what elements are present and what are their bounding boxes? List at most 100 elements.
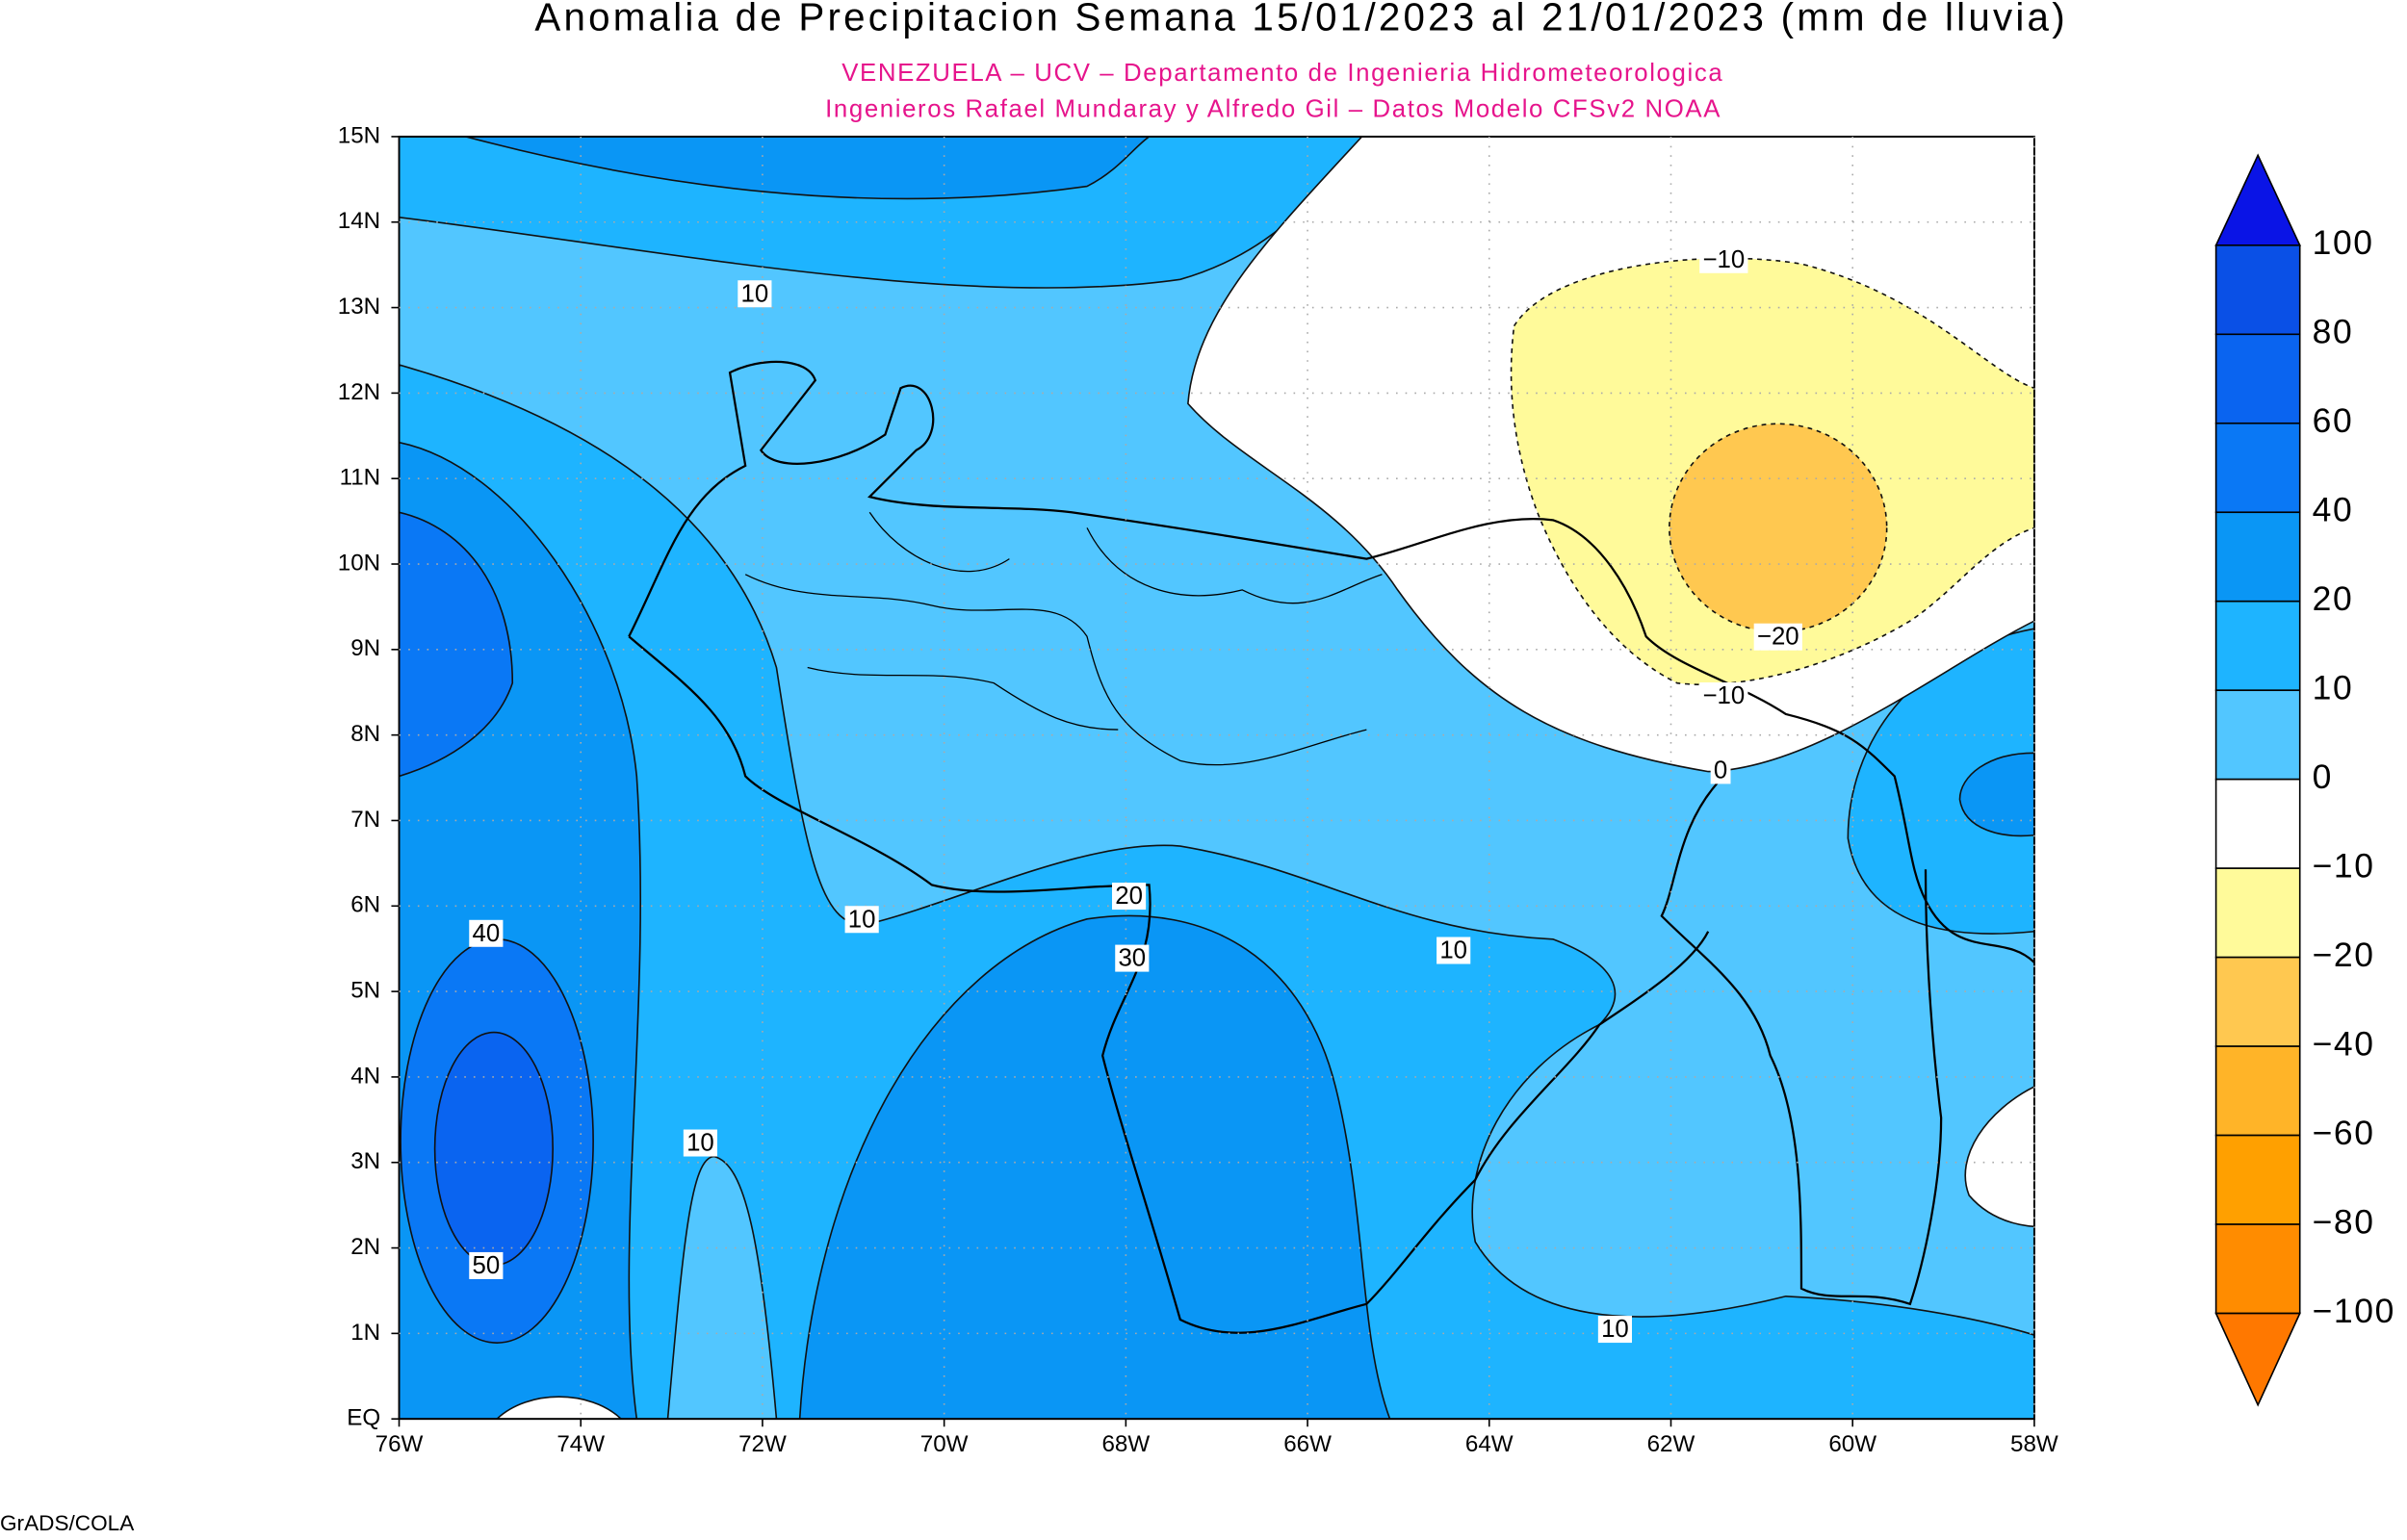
colorbar-cap: [2214, 153, 2301, 246]
contour-label: 10: [1439, 937, 1467, 964]
contour-label-bg: [844, 906, 879, 934]
contour-label: 50: [472, 1252, 500, 1279]
subtitle: VENEZUELA – UCV – Departamento de Ingeni…: [841, 60, 1723, 87]
contour-label-bg: [1753, 623, 1802, 651]
lat-label: 12N: [338, 379, 380, 405]
contour-label: −10: [1702, 682, 1745, 709]
colorbar-band: [2214, 689, 2301, 781]
lon-label: 74W: [556, 1431, 605, 1457]
contour-label-bg: [1436, 937, 1471, 964]
colorbar-label: −80: [2313, 1202, 2375, 1241]
lat-label: 9N: [350, 635, 380, 661]
lat-label: 5N: [350, 977, 380, 1003]
contour-label-bg: [1699, 682, 1748, 710]
contour-label: 10: [848, 906, 876, 933]
lon-label: 62W: [1647, 1431, 1695, 1457]
colorbar-band: [2214, 422, 2301, 514]
lat-label: 4N: [350, 1063, 380, 1089]
colorbar-band: [2214, 244, 2301, 336]
lon-label: 76W: [375, 1431, 424, 1457]
labels: 15N 14N 13N 12N 11N 10N 9N 8N 7N 6N 5N 4N 3N 2N 1N EQ76…: [338, 122, 2058, 1457]
colorbar-band: [2214, 333, 2301, 424]
colorbar-label: 20: [2313, 579, 2354, 618]
lat-label: 7N: [350, 807, 380, 833]
contour-label-bg: [1112, 883, 1147, 911]
contour-area: [798, 914, 1391, 1420]
state-border: [744, 511, 1383, 766]
lat-label: 2N: [350, 1234, 380, 1260]
lon-label: 64W: [1465, 1431, 1514, 1457]
lon-label: 70W: [920, 1431, 969, 1457]
lon-label: 66W: [1283, 1431, 1332, 1457]
contour-label: 10: [1601, 1316, 1629, 1343]
colorbar-label: 0: [2313, 757, 2333, 796]
lat-label: 10N: [338, 550, 380, 576]
map-frame: [398, 135, 2035, 1421]
contour-label: 20: [1115, 883, 1143, 910]
contour-area: [666, 1155, 778, 1420]
lon-label: 68W: [1101, 1431, 1150, 1457]
contour-area: [1958, 752, 2034, 837]
contour-label: 0: [1714, 757, 1727, 783]
colorbar-band: [2214, 1223, 2301, 1315]
contour-label: −20: [1757, 624, 1799, 651]
contour-area: [495, 1396, 623, 1420]
contour-label-bg: [1597, 1316, 1632, 1344]
colorbar-band: [2214, 1134, 2301, 1225]
colorbar-cap: [2214, 1312, 2301, 1407]
contour-label-bg: [683, 1129, 717, 1157]
country-border: [628, 360, 2034, 1334]
contour-area: [399, 364, 2034, 1420]
contour-area: [1669, 423, 1888, 633]
lon-label: 72W: [738, 1431, 787, 1457]
colorbar-label: −40: [2313, 1024, 2375, 1063]
colorbar-label: −10: [2313, 847, 2375, 886]
lat-label: 6N: [350, 892, 380, 918]
contour-label-bg: [1710, 757, 1731, 784]
lon-label: 58W: [2010, 1431, 2058, 1457]
contour-label-bg: [469, 1251, 504, 1279]
contour-label: 30: [1118, 945, 1146, 972]
contour-label-bg: [1115, 944, 1150, 972]
contour-label: 10: [741, 280, 769, 307]
colorbar-label: 60: [2313, 401, 2354, 440]
title: Anomalia de Precipitacion Semana 15/01/2…: [534, 0, 2068, 39]
subtitle: Ingenieros Rafael Mundaray y Alfredo Gil…: [825, 95, 1721, 122]
colorbar-band: [2214, 511, 2301, 603]
lat-label: 8N: [350, 721, 380, 747]
colorbar-band: [2214, 1045, 2301, 1137]
colorbar-band: [2214, 867, 2301, 959]
colorbar-band: [2214, 778, 2301, 869]
colorbar-label: 80: [2313, 313, 2354, 351]
lat-label: EQ: [347, 1405, 380, 1431]
colorbar-label: −20: [2313, 936, 2375, 974]
map-field: [399, 136, 2034, 1420]
contour-area: [433, 1031, 554, 1267]
lat-label: 14N: [338, 208, 380, 234]
contour-area: [399, 511, 514, 778]
footer: GrADS/COLA: [0, 1511, 135, 1535]
lat-label: 15N: [338, 122, 380, 148]
colorbar-label: −100: [2313, 1292, 2395, 1330]
contour-label-bg: [738, 280, 772, 308]
contour-label: −10: [1702, 246, 1745, 273]
colorbar-label: −60: [2313, 1114, 2375, 1152]
colorbar-band: [2214, 956, 2301, 1047]
lon-label: 60W: [1828, 1431, 1876, 1457]
lat-label: 13N: [338, 294, 380, 320]
lat-label: 11N: [340, 465, 381, 491]
colorbar-band: [2214, 600, 2301, 692]
contour-label: 40: [472, 920, 500, 947]
contour-label: 10: [686, 1130, 714, 1157]
lat-label: 3N: [350, 1148, 380, 1174]
colorbar-label: 10: [2313, 669, 2354, 707]
contour-label-bg: [1699, 245, 1748, 273]
lat-label: 1N: [350, 1320, 380, 1346]
contour-area: [465, 136, 1151, 200]
colorbar-label: 100: [2313, 223, 2374, 262]
contour-label-bg: [469, 919, 504, 947]
contour-area: [1964, 1086, 2034, 1228]
colorbar-label: 40: [2313, 491, 2354, 529]
